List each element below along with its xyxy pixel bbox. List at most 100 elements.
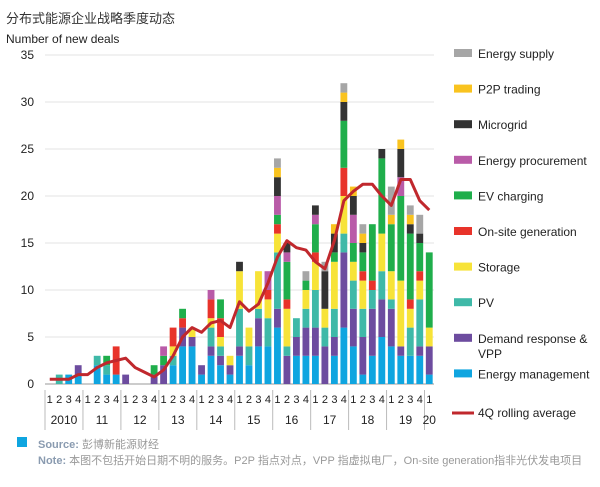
x-tick-quarter: 3 [369, 394, 375, 406]
x-tick-quarter: 2 [246, 394, 252, 406]
legend-label: On-site generation [478, 225, 577, 239]
bar-segment [283, 346, 291, 356]
x-tick-quarter: 3 [407, 394, 413, 406]
x-tick-year: 2010 [51, 413, 78, 427]
bar-segment [179, 346, 186, 384]
legend-swatch [454, 333, 472, 342]
x-tick-quarter: 3 [180, 394, 186, 406]
x-tick-quarter: 1 [274, 394, 280, 406]
bar-segment [397, 177, 405, 196]
bar-segment [226, 374, 234, 384]
bar-segment [406, 299, 414, 309]
legend-swatch [454, 120, 472, 129]
bar-segment [283, 355, 291, 384]
bar-segment [368, 224, 376, 281]
rolling-average-line [49, 178, 431, 381]
bar-segment [368, 290, 376, 309]
bar-segment [378, 299, 386, 337]
x-tick-quarter: 1 [198, 394, 204, 406]
bar-segment [330, 308, 338, 337]
x-tick-quarter: 2 [360, 394, 366, 406]
bar-segment [359, 374, 367, 384]
bar-segment [416, 233, 424, 243]
source-line: Source: 彭博新能源财经 [38, 436, 159, 452]
bar-segment [340, 252, 348, 328]
bar-segment [340, 196, 348, 234]
bar-segment [311, 261, 319, 290]
bar-segment [74, 374, 82, 384]
bar-segment [387, 308, 395, 347]
bar-segment [198, 365, 205, 375]
bar-segment [274, 233, 281, 253]
x-tick-quarter: 2 [398, 394, 404, 406]
bar-segment [340, 92, 348, 102]
bar-segment [311, 214, 319, 225]
bar-segment [397, 355, 405, 384]
bar-segment [387, 186, 395, 215]
bar-segment [378, 233, 386, 272]
bar-segment [359, 243, 367, 253]
bar-segment [321, 308, 329, 328]
x-tick-quarter: 1 [350, 394, 356, 406]
x-tick-quarter: 4 [113, 394, 119, 406]
bar-segment [217, 337, 224, 347]
bar-segment [169, 365, 177, 384]
bar-segment [179, 308, 186, 319]
bar-segment [255, 308, 262, 319]
bar-segment [245, 346, 253, 366]
source-label: Source: [38, 439, 79, 451]
bar-segment [274, 224, 281, 234]
bar-segment [302, 308, 310, 328]
bar-segment [378, 271, 386, 300]
x-tick-year: 20 [423, 413, 437, 427]
x-tick-quarter: 2 [94, 394, 100, 406]
bar-segment [330, 355, 338, 384]
bar-segment [349, 243, 357, 262]
bar-segment [416, 355, 424, 384]
bar-segment [122, 374, 130, 384]
bar-segment [359, 308, 367, 337]
bar-segment [293, 318, 300, 337]
bar-segment [368, 355, 376, 384]
bar-segment [406, 224, 414, 234]
legend-swatch [454, 369, 472, 378]
bar-segment [416, 299, 424, 347]
bar-segment [274, 196, 281, 215]
bar-segment [274, 158, 281, 168]
bar-segment [217, 346, 224, 356]
x-tick-quarter: 1 [426, 394, 432, 406]
bar-segment [302, 280, 310, 290]
y-tick-label: 35 [21, 48, 35, 62]
legend-label: Energy procurement [478, 154, 587, 168]
bar-segment [217, 355, 224, 366]
bar-segment [340, 327, 348, 384]
bar-segment [330, 261, 338, 309]
legend-label: 4Q rolling average [478, 406, 576, 420]
legend-swatch [454, 262, 472, 271]
x-tick-quarter: 4 [75, 394, 81, 406]
bar-segment [311, 205, 319, 215]
bar-segment [416, 346, 424, 356]
bar-segment [236, 271, 243, 309]
bar-segment [406, 205, 414, 215]
x-tick-quarter: 3 [142, 394, 148, 406]
x-tick-quarter: 4 [227, 394, 233, 406]
bar-segment [236, 346, 243, 356]
bar-segment [349, 280, 357, 309]
y-tick-label: 20 [21, 189, 35, 203]
bar-segment [188, 327, 196, 337]
bar-segment [340, 83, 348, 93]
legend-label: Microgrid [478, 118, 527, 132]
bar-segment [188, 337, 196, 347]
bar-segment [311, 224, 319, 253]
x-tick-quarter: 3 [331, 394, 337, 406]
bar-segment [302, 355, 310, 384]
bar-segment [416, 243, 424, 272]
bar-segment [283, 261, 291, 300]
bar-segment [330, 224, 338, 234]
bar-segment [425, 327, 433, 347]
x-tick-quarter: 4 [341, 394, 347, 406]
bar-segment [245, 327, 253, 347]
x-tick-quarter: 2 [322, 394, 328, 406]
